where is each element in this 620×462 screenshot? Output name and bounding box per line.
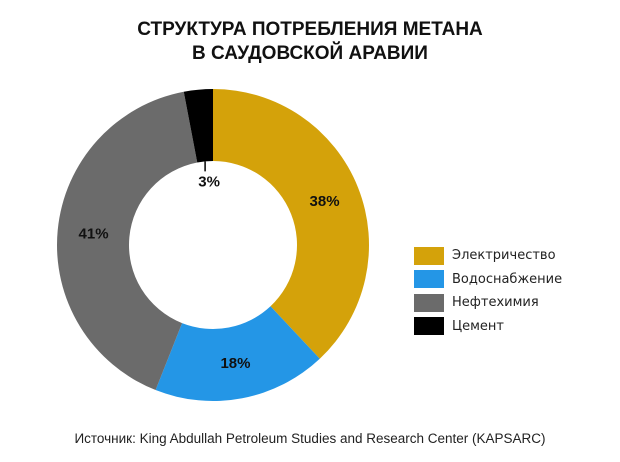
legend-item-cement: Цемент xyxy=(414,315,562,339)
data-label-water: 18% xyxy=(220,355,250,372)
data-label-petrochemicals: 41% xyxy=(79,226,109,243)
slice-petrochemicals xyxy=(56,91,198,391)
chart-title-line-1: СТРУКТУРА ПОТРЕБЛЕНИЯ МЕТАНА xyxy=(137,19,483,40)
chart-title-line-2: В САУДОВСКОЙ АРАВИИ xyxy=(192,43,428,64)
chart-title: СТРУКТУРА ПОТРЕБЛЕНИЯ МЕТАНА В САУДОВСКО… xyxy=(0,18,620,66)
slice-cement xyxy=(183,89,213,163)
legend-swatch-cement xyxy=(414,317,444,336)
data-label-cement: 3% xyxy=(198,173,220,190)
legend-label-electricity: Электричество xyxy=(452,248,556,264)
legend-swatch-electricity xyxy=(414,246,444,265)
legend-label-petrochemicals: Нефтехимия xyxy=(452,295,539,311)
source-note: Источник: King Abdullah Petroleum Studie… xyxy=(74,431,546,446)
slice-electricity xyxy=(213,89,370,359)
legend-label-cement: Цемент xyxy=(452,318,504,334)
legend-swatch-water xyxy=(414,270,444,289)
legend-item-water: Водоснабжение xyxy=(414,268,562,292)
legend-item-petrochemicals: Нефтехимия xyxy=(414,291,562,315)
legend-label-water: Водоснабжение xyxy=(452,271,563,287)
legend-swatch-petrochemicals xyxy=(414,293,444,312)
chart-legend: Электричество Водоснабжение Нефтехимия Ц… xyxy=(414,244,562,338)
data-label-electricity: 38% xyxy=(310,193,340,210)
legend-item-electricity: Электричество xyxy=(414,244,562,268)
slice-water xyxy=(155,306,320,402)
